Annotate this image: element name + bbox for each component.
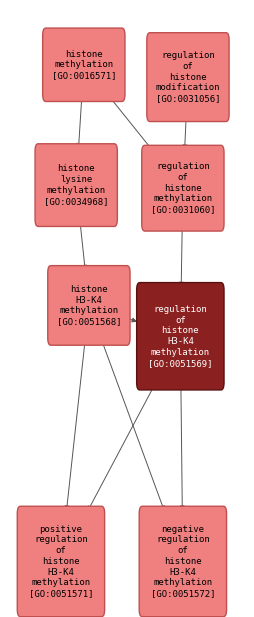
- FancyBboxPatch shape: [139, 506, 227, 617]
- FancyBboxPatch shape: [142, 146, 224, 231]
- FancyBboxPatch shape: [48, 265, 130, 346]
- Text: regulation
of
histone
modification
[GO:0031056]: regulation of histone modification [GO:0…: [156, 51, 220, 103]
- Text: positive
regulation
of
histone
H3-K4
methylation
[GO:0051571]: positive regulation of histone H3-K4 met…: [29, 524, 93, 598]
- Text: regulation
of
histone
methylation
[GO:0031060]: regulation of histone methylation [GO:00…: [151, 162, 215, 214]
- FancyBboxPatch shape: [43, 28, 125, 101]
- FancyBboxPatch shape: [35, 144, 117, 226]
- Text: histone
methylation
[GO:0016571]: histone methylation [GO:0016571]: [52, 49, 116, 80]
- Text: histone
lysine
methylation
[GO:0034968]: histone lysine methylation [GO:0034968]: [44, 165, 108, 205]
- Text: regulation
of
histone
H3-K4
methylation
[GO:0051569]: regulation of histone H3-K4 methylation …: [148, 305, 213, 368]
- Text: histone
H3-K4
methylation
[GO:0051568]: histone H3-K4 methylation [GO:0051568]: [57, 285, 121, 326]
- FancyBboxPatch shape: [137, 283, 224, 390]
- Text: negative
regulation
of
histone
H3-K4
methylation
[GO:0051572]: negative regulation of histone H3-K4 met…: [151, 524, 215, 598]
- FancyBboxPatch shape: [147, 33, 229, 122]
- FancyBboxPatch shape: [17, 506, 105, 617]
